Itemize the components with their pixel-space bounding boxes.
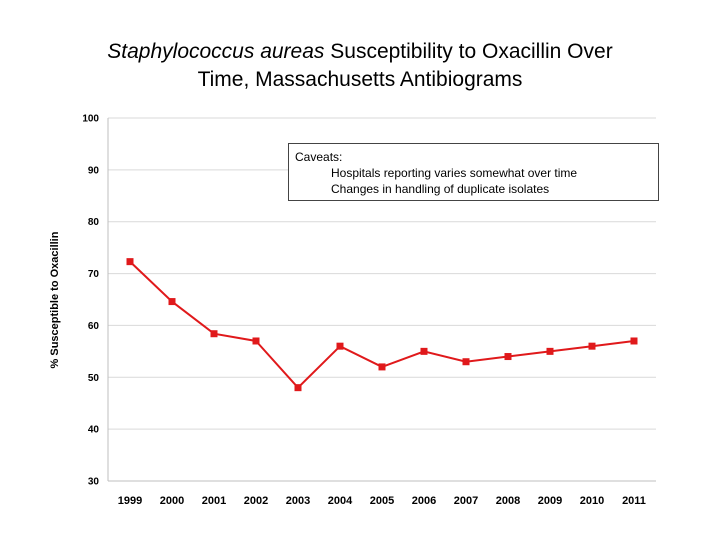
data-point (504, 353, 512, 361)
y-tick-label: 50 (88, 373, 100, 384)
chart-title-line1: Staphylococcus aureas Susceptibility to … (0, 38, 720, 66)
caveat-item: Changes in handling of duplicate isolate… (331, 182, 550, 196)
data-point (630, 337, 638, 345)
x-tick-label: 1999 (118, 495, 142, 507)
data-point (294, 384, 302, 392)
y-tick-label: 90 (88, 165, 100, 176)
y-tick-label: 80 (88, 217, 100, 228)
x-tick-label: 2008 (496, 495, 520, 507)
data-point (168, 298, 176, 306)
x-tick-label: 2001 (202, 495, 226, 507)
y-tick-label: 40 (88, 425, 100, 436)
axes (107, 118, 656, 482)
data-point (420, 347, 428, 355)
x-tick-label: 2007 (454, 495, 478, 507)
caveats-box: Caveats: Hospitals reporting varies some… (288, 143, 659, 201)
chart-title-italic: Staphylococcus aureas (107, 40, 325, 63)
data-point (462, 358, 470, 366)
x-tick-label: 2009 (538, 495, 562, 507)
chart-title: Staphylococcus aureas Susceptibility to … (0, 38, 720, 94)
x-tick-label: 2010 (580, 495, 604, 507)
caveat-item: Hospitals reporting varies somewhat over… (331, 166, 578, 180)
x-tick-label: 2000 (160, 495, 184, 507)
y-tick-labels: 30 40 50 60 70 80 90 100 (82, 114, 99, 488)
y-tick-label: 100 (82, 114, 99, 125)
y-tick-label: 60 (88, 321, 100, 332)
x-tick-label: 2005 (370, 495, 394, 507)
data-point (126, 258, 134, 266)
data-point (210, 330, 218, 338)
data-point (588, 342, 596, 350)
x-tick-label: 2004 (328, 495, 353, 507)
series-markers (126, 258, 638, 392)
chart-title-line2: Time, Massachusetts Antibiograms (197, 68, 523, 91)
chart-title-rest: Susceptibility to Oxacillin Over (324, 40, 613, 63)
data-point (252, 337, 260, 345)
x-tick-labels: 1999 2000 2001 2002 2003 2004 2005 2006 2007 2008… (118, 495, 646, 507)
caveats-heading: Caveats: (295, 150, 343, 164)
x-tick-label: 2002 (244, 495, 268, 507)
x-tick-label: 2003 (286, 495, 310, 507)
data-point (378, 363, 386, 371)
x-tick-label: 2011 (622, 495, 646, 507)
y-axis-label: % Susceptible to Oxacillin (49, 231, 61, 369)
y-tick-label: 70 (88, 269, 100, 280)
x-tick-label: 2006 (412, 495, 436, 507)
data-point (336, 342, 344, 350)
data-point (546, 347, 554, 355)
y-tick-label: 30 (88, 477, 100, 488)
grid-lines (108, 117, 656, 430)
